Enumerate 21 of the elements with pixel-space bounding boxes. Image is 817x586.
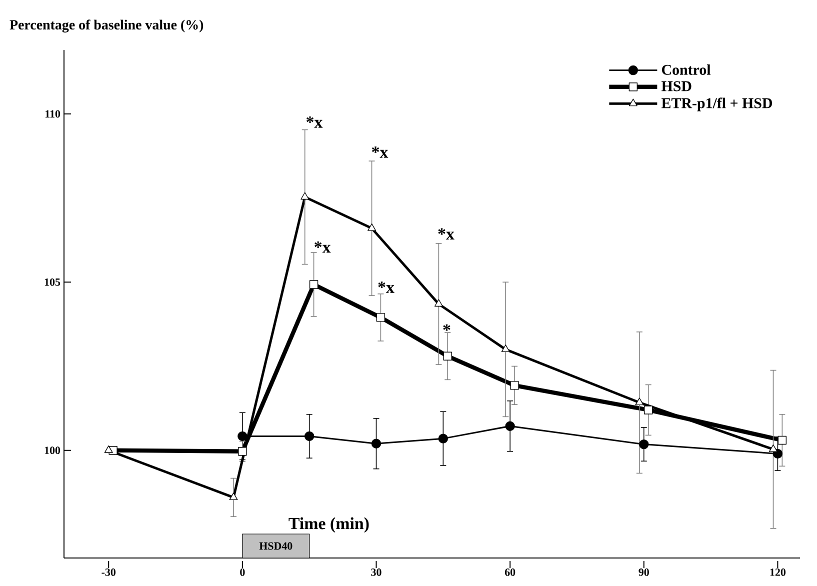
annotation: *x: [314, 242, 331, 253]
x-tick-label: 30: [371, 568, 382, 576]
legend-label: Control: [662, 64, 711, 75]
y-axis-title: Percentage of baseline value (%): [10, 20, 204, 32]
annotation: *x: [372, 146, 388, 158]
x-axis-title: Time (min): [288, 517, 369, 533]
x-tick-label: -30: [102, 568, 116, 576]
x-tick-label: 0: [240, 568, 245, 576]
annotation: *x: [378, 282, 394, 293]
y-tick-label: 105: [44, 278, 60, 286]
y-tick-label: 100: [44, 446, 60, 454]
x-tick-label: 60: [504, 568, 516, 576]
annotation: *: [443, 324, 450, 331]
x-tick-label: 90: [638, 568, 649, 576]
y-tick-label: 110: [46, 110, 60, 118]
legend-label: ETR-p1/fl + HSD: [662, 98, 772, 112]
band-label: HSD40: [259, 542, 292, 550]
x-tick-label: 120: [770, 568, 786, 576]
legend-label: HSD: [662, 81, 692, 92]
annotation: *x: [306, 116, 323, 128]
annotation: *x: [438, 228, 454, 240]
